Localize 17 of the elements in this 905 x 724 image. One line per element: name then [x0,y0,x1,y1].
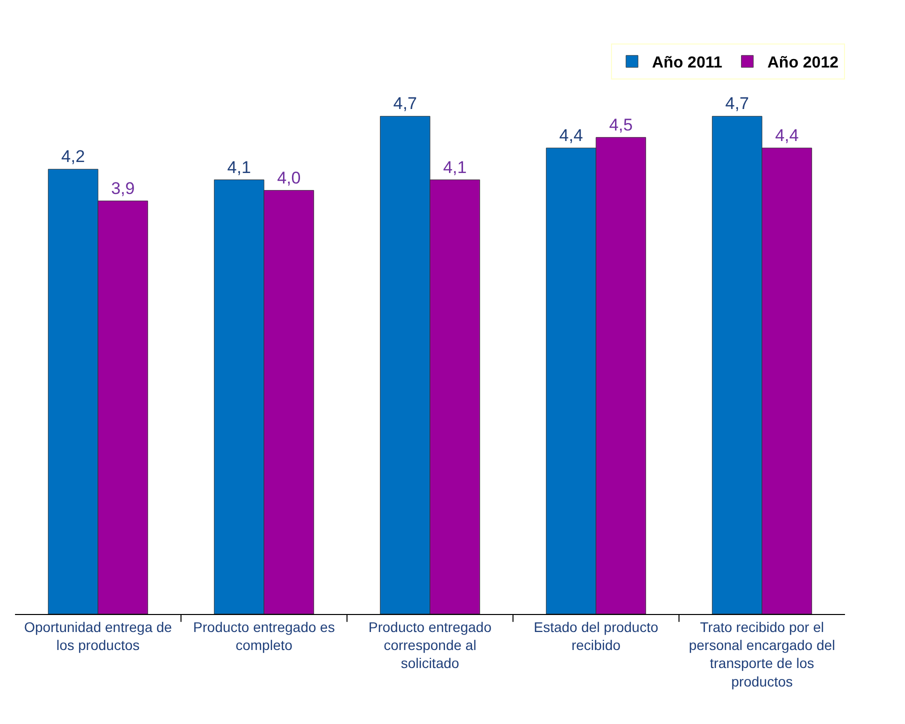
data-label: 4,0 [277,168,301,188]
x-tick-label: Producto entregado corresponde al solicitado [368,618,492,672]
data-label: 4,7 [725,94,749,114]
data-label: 4,4 [775,126,799,145]
x-tick-label: Oportunidad entrega de los productos [24,618,172,653]
x-tick-label: Trato recibido por el personal encargado del transporte de los productos [688,618,836,690]
x-tick-label: Producto entregado es completo [193,618,335,653]
data-label: 4,7 [393,94,417,114]
data-label: 4,1 [227,158,251,177]
data-label: 4,5 [609,115,633,134]
legend-label: Año 2012 [767,54,839,72]
data-label: 3,9 [111,178,135,198]
data-label: 4,4 [559,126,583,145]
x-tick-label: Estado del producto recibido [534,618,658,653]
data-label: 4,1 [443,158,467,177]
data-label: 4,2 [61,147,85,166]
legend-label: Año 2011 [652,54,722,72]
